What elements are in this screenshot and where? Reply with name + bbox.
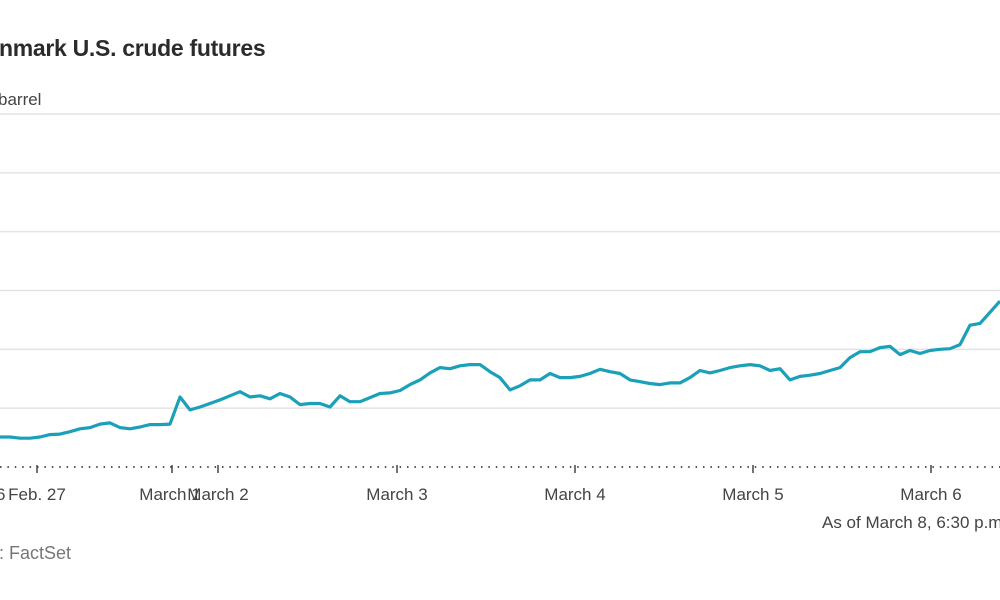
x-tick-label: March 5 xyxy=(722,485,783,504)
timestamp-note: As of March 8, 6:30 p.m xyxy=(822,513,1000,532)
x-tick-label: 6 xyxy=(0,485,5,504)
x-axis xyxy=(0,465,1000,473)
price-line xyxy=(0,300,1000,440)
x-tick-label: March 6 xyxy=(900,485,961,504)
x-tick-label: March 1 xyxy=(139,485,200,504)
chart-title: nmark U.S. crude futures xyxy=(0,35,266,61)
x-tick-label: March 2 xyxy=(187,485,248,504)
x-tick-label: March 3 xyxy=(366,485,427,504)
x-tick-label: Feb. 27 xyxy=(8,485,66,504)
series-lines xyxy=(0,300,1000,440)
source-note: : FactSet xyxy=(0,543,72,563)
gridlines xyxy=(0,113,1000,409)
y-unit-label: barrel xyxy=(0,90,42,109)
x-tick-label: March 4 xyxy=(544,485,605,504)
